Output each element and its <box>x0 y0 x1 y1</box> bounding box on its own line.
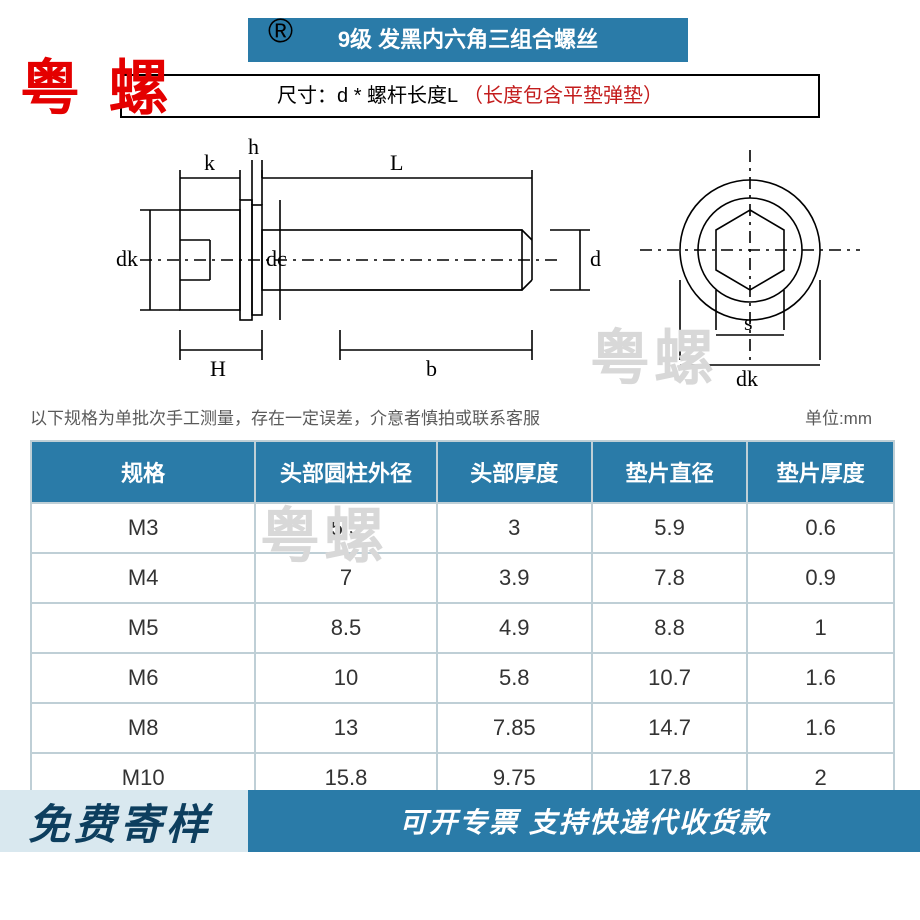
dim-d: d <box>590 246 601 271</box>
spec-table: 规格头部圆柱外径头部厚度垫片直径垫片厚度 M35.535.90.6M473.97… <box>30 440 895 804</box>
size-desc-black: 尺寸：d * 螺杆长度L <box>277 85 457 107</box>
table-cell: 0.9 <box>747 553 894 603</box>
registered-mark: ® <box>268 12 293 51</box>
dim-H: H <box>210 356 226 381</box>
table-cell: M4 <box>31 553 255 603</box>
dim-h: h <box>248 134 259 159</box>
dim-dc: dc <box>266 246 287 271</box>
table-cell: M5 <box>31 603 255 653</box>
table-cell: 8.5 <box>255 603 436 653</box>
table-cell: M6 <box>31 653 255 703</box>
table-row: M35.535.90.6 <box>31 503 894 553</box>
table-cell: M3 <box>31 503 255 553</box>
table-cell: 14.7 <box>592 703 747 753</box>
footer-bar: 免费寄样 可开专票 支持快递代收货款 <box>0 790 920 852</box>
dim-dk2: dk <box>736 366 758 390</box>
footer-free-sample: 免费寄样 <box>0 790 248 852</box>
dim-dk: dk <box>116 246 138 271</box>
table-cell: 5.8 <box>437 653 592 703</box>
table-header-cell: 规格 <box>31 441 255 503</box>
dim-b: b <box>426 356 437 381</box>
table-cell: 0.6 <box>747 503 894 553</box>
dim-k: k <box>204 150 215 175</box>
table-cell: 8.8 <box>592 603 747 653</box>
table-body: M35.535.90.6M473.97.80.9M58.54.98.81M610… <box>31 503 894 803</box>
measurement-note: 以下规格为单批次手工测量，存在一定误差，介意者慎拍或联系客服 <box>30 404 540 429</box>
table-cell: 7.85 <box>437 703 592 753</box>
table-row: M58.54.98.81 <box>31 603 894 653</box>
table-cell: M8 <box>31 703 255 753</box>
watermark-red: 粤 螺 <box>20 40 175 127</box>
table-cell: 1.6 <box>747 703 894 753</box>
table-row: M8137.8514.71.6 <box>31 703 894 753</box>
footer-right-text: 可开专票 支持快递代收货款 <box>248 801 920 841</box>
table-header-cell: 头部厚度 <box>437 441 592 503</box>
table-row: M473.97.80.9 <box>31 553 894 603</box>
table-header-row: 规格头部圆柱外径头部厚度垫片直径垫片厚度 <box>31 441 894 503</box>
table-cell: 5.9 <box>592 503 747 553</box>
technical-diagram: k h L dk dc d H b s dk <box>80 130 860 390</box>
table-header-cell: 垫片直径 <box>592 441 747 503</box>
table-cell: 7 <box>255 553 436 603</box>
table-cell: 13 <box>255 703 436 753</box>
table-cell: 10 <box>255 653 436 703</box>
table-cell: 1.6 <box>747 653 894 703</box>
dim-s: s <box>744 310 753 335</box>
table-header-cell: 头部圆柱外径 <box>255 441 436 503</box>
table-row: M6105.810.71.6 <box>31 653 894 703</box>
table-cell: 4.9 <box>437 603 592 653</box>
table-cell: 7.8 <box>592 553 747 603</box>
size-desc-red: （长度包含平垫弹垫） <box>463 85 663 107</box>
table-header-cell: 垫片厚度 <box>747 441 894 503</box>
unit-label: 单位:mm <box>805 404 872 429</box>
dim-L: L <box>390 150 403 175</box>
footer-left-text: 免费寄样 <box>28 791 212 852</box>
title-bar: 9级 发黑内六角三组合螺丝 <box>248 18 688 62</box>
table-cell: 3 <box>437 503 592 553</box>
table-cell: 3.9 <box>437 553 592 603</box>
table-cell: 5.5 <box>255 503 436 553</box>
table-cell: 1 <box>747 603 894 653</box>
size-description: 尺寸：d * 螺杆长度L （长度包含平垫弹垫） <box>120 74 820 118</box>
table-cell: 10.7 <box>592 653 747 703</box>
